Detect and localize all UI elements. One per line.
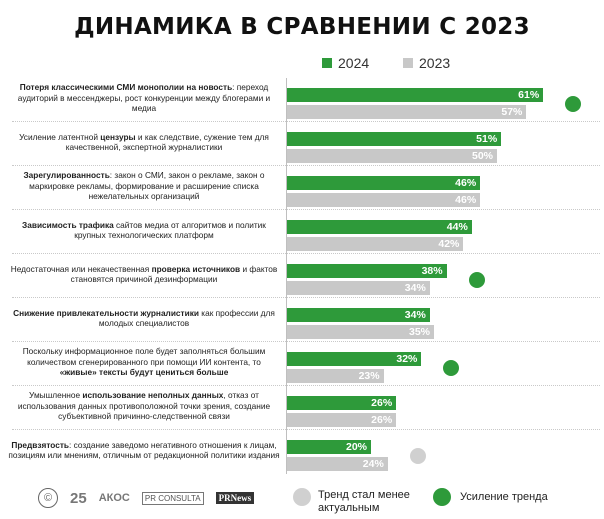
- data-label: 51%: [476, 133, 498, 145]
- bar-2023: 42%: [287, 237, 464, 251]
- category-label-part: и как следствие, сужение тем для качеств…: [65, 131, 269, 153]
- data-label: 42%: [438, 238, 460, 250]
- data-label: 34%: [404, 282, 426, 294]
- bar-2023: 34%: [287, 281, 430, 295]
- category-label: Недостаточная или некачественная проверк…: [8, 264, 280, 285]
- legend-grey-label: Тренд стал менее актуальным: [318, 489, 410, 514]
- bar-2024: 46%: [287, 176, 481, 190]
- bar-2023: 35%: [287, 325, 434, 339]
- category-label: Зависимость трафика сайтов медиа от алго…: [8, 220, 280, 241]
- row-separator: [12, 121, 600, 122]
- data-label: 35%: [408, 326, 430, 338]
- category-label-part: Предвзятость: [11, 439, 70, 450]
- bar-2024: 61%: [287, 88, 544, 102]
- data-label: 26%: [371, 414, 393, 426]
- row-separator: [12, 253, 600, 254]
- trend-up-dot: [468, 272, 485, 288]
- row-separator: [12, 429, 600, 430]
- category-label-part: : закон о СМИ, закон о рекламе, закон о …: [29, 170, 265, 202]
- data-label: 61%: [518, 89, 540, 101]
- category-label-part: Умышленное: [29, 390, 83, 400]
- legend-2023-swatch: [403, 58, 413, 68]
- data-label: 50%: [471, 150, 493, 162]
- row-separator: [12, 297, 600, 298]
- row-separator: [12, 165, 600, 166]
- data-label: 44%: [446, 221, 468, 233]
- legend-green-dot: [433, 488, 451, 506]
- legend-2024-label: 2024: [338, 55, 370, 71]
- category-label-part: Усиление латентной: [19, 131, 101, 142]
- category-label-part: цензуры: [100, 131, 136, 142]
- trend-down-dot: [409, 448, 426, 464]
- category-label-part: и фактов становятся причиной дезинформац…: [70, 263, 278, 285]
- category-label-part: , отказ от использования данных противоп…: [17, 390, 271, 422]
- category-label: Поскольку информационное поле будет запо…: [8, 346, 280, 378]
- legend-grey-dot: [293, 488, 311, 506]
- category-label: Снижение привлекательности журналистики …: [8, 308, 280, 329]
- footer-logos: © 25 АКОС PR CONSULTA PRNews: [38, 488, 255, 508]
- bar-2024: 34%: [287, 308, 430, 322]
- category-label-part: : переход аудиторий в мессенджеры, рост …: [17, 82, 271, 114]
- copyright-logo: ©: [38, 488, 58, 508]
- data-label: 24%: [362, 458, 384, 470]
- category-label-part: сайтов медиа от алгоритмов и политик кру…: [74, 219, 266, 241]
- data-label: 20%: [345, 441, 367, 453]
- category-label-part: Снижение привлекательности журналистики: [13, 307, 199, 318]
- bar-2023: 46%: [287, 193, 481, 207]
- bar-2023: 57%: [287, 105, 527, 119]
- data-label: 38%: [421, 265, 443, 277]
- category-label-part: «живые» тексты будут цениться больше: [59, 367, 229, 378]
- legend-green-label: Усиление тренда: [460, 491, 548, 503]
- bar-2024: 20%: [287, 440, 371, 454]
- chart-title: ДИНАМИКА В СРАВНЕНИИ С 2023: [74, 14, 530, 40]
- legend-2023: 2023: [403, 55, 450, 71]
- category-label: Предвзятость: создание заведомо негативн…: [8, 440, 280, 461]
- category-label: Усиление латентной цензуры и как следств…: [8, 132, 280, 153]
- data-label: 34%: [404, 309, 426, 321]
- category-label: Потеря классическими СМИ монополии на но…: [8, 82, 280, 114]
- category-label-part: как профессии для молодых специалистов: [98, 307, 275, 329]
- data-label: 46%: [455, 177, 477, 189]
- category-label-part: использование неполных данных: [82, 390, 224, 400]
- data-label: 57%: [501, 106, 523, 118]
- category-label: Зарегулированность: закон о СМИ, закон о…: [8, 170, 280, 202]
- legend-2024-swatch: [322, 58, 332, 68]
- bar-2024: 51%: [287, 132, 502, 146]
- prconsulta-logo: PR CONSULTA: [141, 491, 204, 505]
- bar-2024: 44%: [287, 220, 472, 234]
- data-label: 32%: [396, 353, 418, 365]
- category-label-part: Недостаточная или некачественная: [10, 263, 152, 274]
- category-label-part: Поскольку информационное поле будет запо…: [22, 346, 266, 367]
- bar-2024: 38%: [287, 264, 447, 278]
- row-separator: [12, 341, 600, 342]
- anniversary-logo: 25: [70, 489, 87, 507]
- bar-2023: 26%: [287, 413, 397, 427]
- row-separator: [12, 209, 600, 210]
- category-label-part: : создание заведомо негативного отношени…: [8, 439, 280, 461]
- category-label-part: проверка источников: [151, 263, 241, 274]
- legend-2024: 2024: [322, 55, 369, 71]
- trend-up-dot: [565, 96, 582, 112]
- bar-2023: 24%: [287, 457, 388, 471]
- category-label: Умышленное использование неполных данных…: [8, 390, 280, 422]
- data-label: 46%: [455, 194, 477, 206]
- trend-up-dot: [443, 360, 460, 376]
- category-label-part: Потеря классическими СМИ монополии на но…: [19, 82, 233, 92]
- axis-baseline: [286, 78, 287, 474]
- legend-2023-label: 2023: [419, 55, 451, 71]
- akos-logo: АКОС: [98, 492, 130, 504]
- data-label: 23%: [358, 370, 380, 382]
- data-label: 26%: [371, 397, 393, 409]
- row-separator: [12, 385, 600, 386]
- category-label-part: Зарегулированность: [23, 170, 110, 180]
- category-label-part: Зависимость трафика: [22, 219, 114, 230]
- prnews-logo: PRNews: [215, 492, 255, 504]
- bar-2023: 23%: [287, 369, 384, 383]
- bar-2024: 26%: [287, 396, 397, 410]
- bar-2024: 32%: [287, 352, 422, 366]
- bar-2023: 50%: [287, 149, 497, 163]
